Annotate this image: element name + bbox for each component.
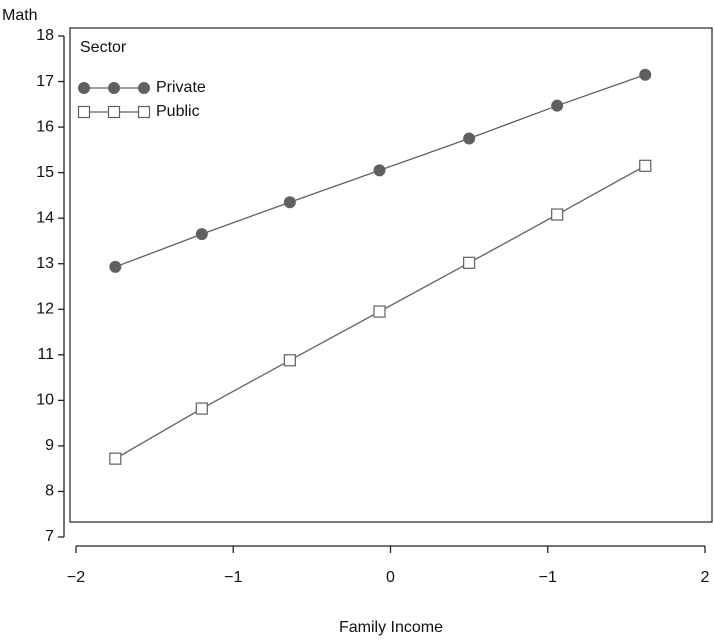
data-point bbox=[551, 208, 564, 221]
y-tick-label: 9 bbox=[45, 437, 54, 454]
plot-frame bbox=[69, 27, 713, 523]
legend-marker bbox=[77, 105, 91, 119]
y-tick-label: 10 bbox=[36, 392, 54, 409]
legend-marker bbox=[138, 82, 150, 94]
data-point bbox=[463, 132, 476, 145]
data-point bbox=[109, 260, 122, 273]
data-point bbox=[639, 68, 652, 81]
legend-marker bbox=[108, 82, 120, 94]
y-tick-label: 8 bbox=[45, 483, 54, 500]
data-point bbox=[109, 452, 122, 465]
y-tick-label: 15 bbox=[36, 164, 54, 181]
data-point bbox=[283, 196, 296, 209]
data-point bbox=[551, 99, 564, 112]
y-axis-label: Math bbox=[2, 7, 38, 24]
data-point bbox=[195, 402, 208, 415]
y-tick-label: 14 bbox=[36, 209, 54, 226]
y-tick-label: 13 bbox=[36, 255, 54, 272]
legend-marker bbox=[78, 82, 90, 94]
data-point bbox=[283, 354, 296, 367]
x-tick-label: 0 bbox=[386, 569, 395, 586]
y-tick-label: 16 bbox=[36, 118, 54, 135]
data-point bbox=[463, 256, 476, 269]
x-tick-label: −2 bbox=[67, 569, 85, 586]
x-tick-label: −1 bbox=[224, 569, 242, 586]
data-point bbox=[373, 164, 386, 177]
legend-marker bbox=[107, 105, 121, 119]
x-tick-label: 2 bbox=[701, 569, 710, 586]
data-point bbox=[639, 159, 652, 172]
legend-title: Sector bbox=[80, 39, 127, 56]
legend-label: Private bbox=[156, 79, 206, 96]
legend-label: Public bbox=[156, 103, 200, 120]
y-tick-label: 17 bbox=[36, 73, 54, 90]
y-tick-label: 11 bbox=[37, 346, 54, 363]
x-axis-label: Family Income bbox=[339, 619, 443, 636]
y-tick-label: 7 bbox=[45, 528, 54, 545]
x-tick-label: −1 bbox=[539, 569, 557, 586]
y-tick-label: 12 bbox=[36, 300, 54, 317]
data-point bbox=[373, 305, 386, 318]
legend-marker bbox=[137, 105, 151, 119]
y-tick-label: 18 bbox=[36, 27, 54, 44]
data-point bbox=[195, 228, 208, 241]
